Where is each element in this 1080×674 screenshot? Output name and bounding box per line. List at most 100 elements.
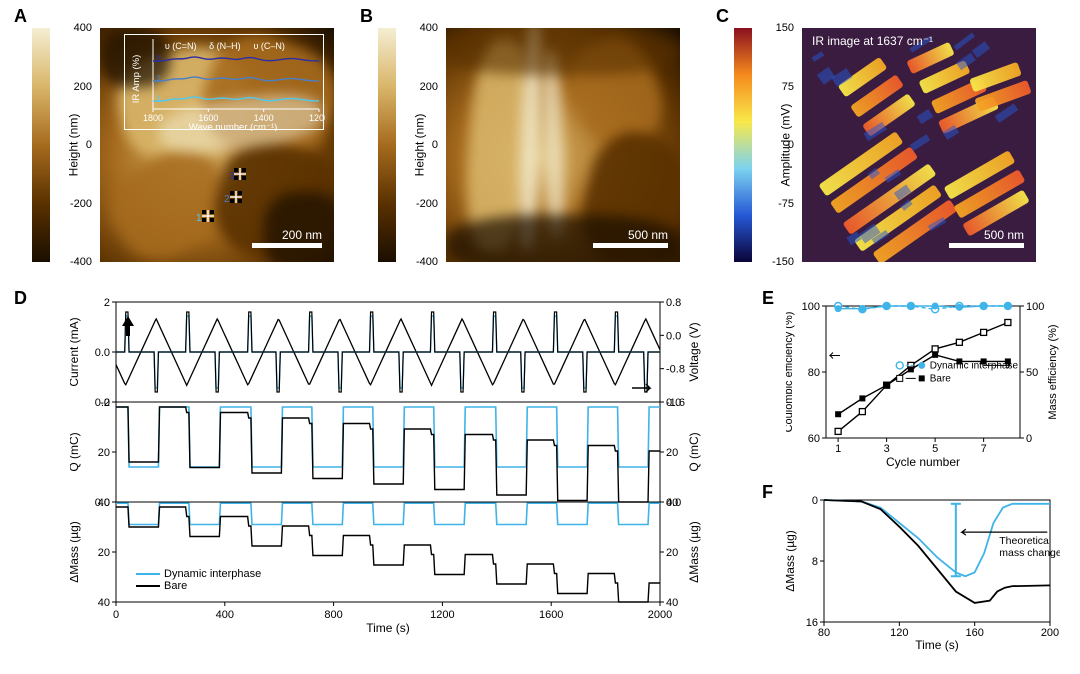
svg-text:ΔMass (µg): ΔMass (µg) xyxy=(70,521,81,583)
svg-text:Time (s): Time (s) xyxy=(366,621,410,635)
svg-text:120: 120 xyxy=(890,627,908,639)
svg-text:ΔMass (µg): ΔMass (µg) xyxy=(687,521,701,583)
svg-text:60: 60 xyxy=(808,433,820,445)
afm-panel-a: 200 nm 1200140016001800Wave number (cm⁻¹… xyxy=(100,28,334,262)
svg-text:Dynamic interphase: Dynamic interphase xyxy=(930,360,1019,371)
svg-text:1: 1 xyxy=(156,94,161,104)
colorbar-tick: -200 xyxy=(52,198,92,210)
ir-image-title: IR image at 1637 cm⁻¹ xyxy=(812,34,933,48)
svg-text:100: 100 xyxy=(1026,301,1044,313)
svg-text:ΔMass (µg): ΔMass (µg) xyxy=(786,530,797,592)
scalebar-c xyxy=(949,243,1024,248)
svg-text:400: 400 xyxy=(216,609,234,621)
svg-text:0.0: 0.0 xyxy=(95,347,110,359)
svg-text:80: 80 xyxy=(818,627,830,639)
scalebar-c-label: 500 nm xyxy=(984,228,1024,242)
svg-text:Mass efficiency (%): Mass efficiency (%) xyxy=(1047,324,1059,419)
svg-text:8: 8 xyxy=(812,556,818,568)
colorbar-tick: -400 xyxy=(52,256,92,268)
colorbar-tick: -400 xyxy=(398,256,438,268)
svg-text:Voltage (V): Voltage (V) xyxy=(687,322,701,381)
svg-text:Coulombic efficiency (%): Coulombic efficiency (%) xyxy=(786,312,795,433)
colorbar-tick: 400 xyxy=(52,22,92,34)
colorbar-tick: 150 xyxy=(754,22,794,34)
panel-label-d: D xyxy=(14,288,27,309)
svg-text:υ (C=N): υ (C=N) xyxy=(165,41,197,51)
svg-text:-0.8: -0.8 xyxy=(666,364,685,376)
point-marker-2 xyxy=(230,190,242,202)
svg-text:0.0: 0.0 xyxy=(666,497,681,509)
svg-text:80: 80 xyxy=(808,367,820,379)
colorbar-c xyxy=(734,28,752,262)
svg-text:0.0: 0.0 xyxy=(666,330,681,342)
point-marker-1 xyxy=(202,209,214,221)
svg-text:Time (s): Time (s) xyxy=(915,638,959,652)
panel-label-e: E xyxy=(762,288,774,309)
colorbar-tick: 400 xyxy=(398,22,438,34)
scalebar-a-label: 200 nm xyxy=(282,228,322,242)
svg-text:Bare: Bare xyxy=(930,373,952,384)
svg-text:0: 0 xyxy=(1026,433,1032,445)
panel-label-b: B xyxy=(360,6,373,27)
svg-text:0.8: 0.8 xyxy=(666,297,681,309)
svg-text:1800: 1800 xyxy=(143,113,163,123)
svg-text:0: 0 xyxy=(812,495,818,507)
svg-text:0: 0 xyxy=(113,609,119,621)
svg-text:5: 5 xyxy=(932,443,938,455)
colorbar-tick: 75 xyxy=(754,81,794,93)
colorbar-tick: -200 xyxy=(398,198,438,210)
svg-text:Q (mC): Q (mC) xyxy=(687,432,701,471)
colorbar-c-label: Amplitude (mV) xyxy=(778,104,792,187)
svg-text:Q (mC): Q (mC) xyxy=(70,432,81,471)
svg-text:16: 16 xyxy=(806,617,818,629)
svg-text:Current (mA): Current (mA) xyxy=(70,317,81,386)
colorbar-b-label: Height (nm) xyxy=(412,114,426,177)
svg-text:Theoretical: Theoretical xyxy=(999,535,1051,547)
panel-label-c: C xyxy=(716,6,729,27)
svg-text:2000: 2000 xyxy=(648,609,672,621)
svg-text:160: 160 xyxy=(965,627,983,639)
svg-text:20: 20 xyxy=(666,547,678,559)
svg-text:3: 3 xyxy=(156,54,161,64)
svg-text:7: 7 xyxy=(981,443,987,455)
inset-a: 1200140016001800Wave number (cm⁻¹)IR Amp… xyxy=(124,34,324,130)
svg-text:0.0: 0.0 xyxy=(666,397,681,409)
svg-text:800: 800 xyxy=(324,609,342,621)
colorbar-tick: 200 xyxy=(398,81,438,93)
svg-text:Cycle number: Cycle number xyxy=(886,455,960,469)
chart-f: 80 120 160 200 0 8 16 Time (s) ΔMass (µg) Theoret… xyxy=(786,492,1060,652)
svg-text:50: 50 xyxy=(1026,367,1038,379)
svg-text:mass change: mass change xyxy=(999,547,1060,559)
colorbar-tick: 200 xyxy=(52,81,92,93)
afm-image-b xyxy=(446,28,680,262)
scalebar-b-label: 500 nm xyxy=(628,228,668,242)
colorbar-tick: -150 xyxy=(754,256,794,268)
svg-text:Wave number (cm⁻¹): Wave number (cm⁻¹) xyxy=(189,122,278,131)
panel-label-f: F xyxy=(762,482,773,503)
ir-image-c xyxy=(802,28,1036,262)
colorbar-a xyxy=(32,28,50,262)
svg-text:0.0: 0.0 xyxy=(95,497,110,509)
svg-text:3: 3 xyxy=(884,443,890,455)
svg-text:200: 200 xyxy=(1041,627,1059,639)
svg-text:40: 40 xyxy=(98,597,110,609)
svg-text:2: 2 xyxy=(156,74,161,84)
svg-text:100: 100 xyxy=(802,301,820,313)
afm-panel-b: 500 nm xyxy=(446,28,680,262)
colorbar-a-label: Height (nm) xyxy=(66,114,80,177)
svg-text:IR Amp (%): IR Amp (%) xyxy=(131,55,142,104)
ir-panel-c: IR image at 1637 cm⁻¹ 500 nm xyxy=(802,28,1036,262)
colorbar-tick: -75 xyxy=(754,198,794,210)
svg-text:1: 1 xyxy=(835,443,841,455)
svg-text:2: 2 xyxy=(104,297,110,309)
chart-d: 0400800120016002000Time (s)-20.02-1.6-0.… xyxy=(70,296,706,636)
svg-text:υ (C–N): υ (C–N) xyxy=(253,41,284,51)
svg-text:1600: 1600 xyxy=(539,609,563,621)
point-marker-3 xyxy=(234,167,246,179)
svg-text:20: 20 xyxy=(98,547,110,559)
chart-e: 1 3 5 7 60 80 100 0 50 100 Cycle number Coulombic e… xyxy=(786,298,1060,470)
svg-text:Bare: Bare xyxy=(164,580,187,592)
panel-label-a: A xyxy=(14,6,27,27)
svg-text:40: 40 xyxy=(666,597,678,609)
svg-text:δ (N–H): δ (N–H) xyxy=(209,41,241,51)
